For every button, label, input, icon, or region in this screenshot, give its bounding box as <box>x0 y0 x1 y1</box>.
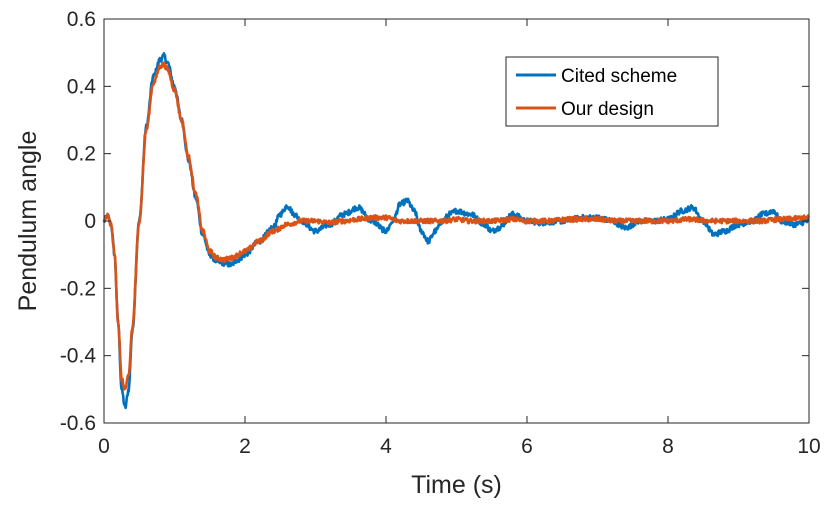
legend-label-our-design: Our design <box>561 99 654 120</box>
y-tick-label: -0.4 <box>60 345 97 368</box>
y-tick-label: 0.4 <box>67 75 97 98</box>
series-line-our-design <box>102 61 810 391</box>
x-tick-label: 10 <box>797 435 820 458</box>
x-tick-label: 0 <box>98 435 110 458</box>
ticks-layer: 0 2 4 6 8 10 -0.6 -0.4 -0.2 0 0.2 0.4 0.6 <box>60 8 821 458</box>
x-tick-label: 8 <box>662 435 674 458</box>
x-axis-label: Time (s) <box>411 471 502 499</box>
y-tick-label: -0.6 <box>60 412 96 435</box>
y-tick-label: -0.2 <box>60 277 96 300</box>
y-tick-label: 0.2 <box>67 143 96 166</box>
series-layer <box>102 52 810 410</box>
legend-box <box>505 56 719 127</box>
x-tick-label: 6 <box>521 435 533 458</box>
legend-label-cited-scheme: Cited scheme <box>561 66 677 87</box>
y-tick-label: 0.6 <box>67 8 96 31</box>
x-tick-label: 2 <box>239 435 251 458</box>
y-axis-label: Pendulum angle <box>14 131 42 312</box>
y-tick-label: 0 <box>84 210 96 233</box>
x-tick-label: 4 <box>380 435 392 458</box>
legend: Cited scheme Our design <box>505 56 719 127</box>
